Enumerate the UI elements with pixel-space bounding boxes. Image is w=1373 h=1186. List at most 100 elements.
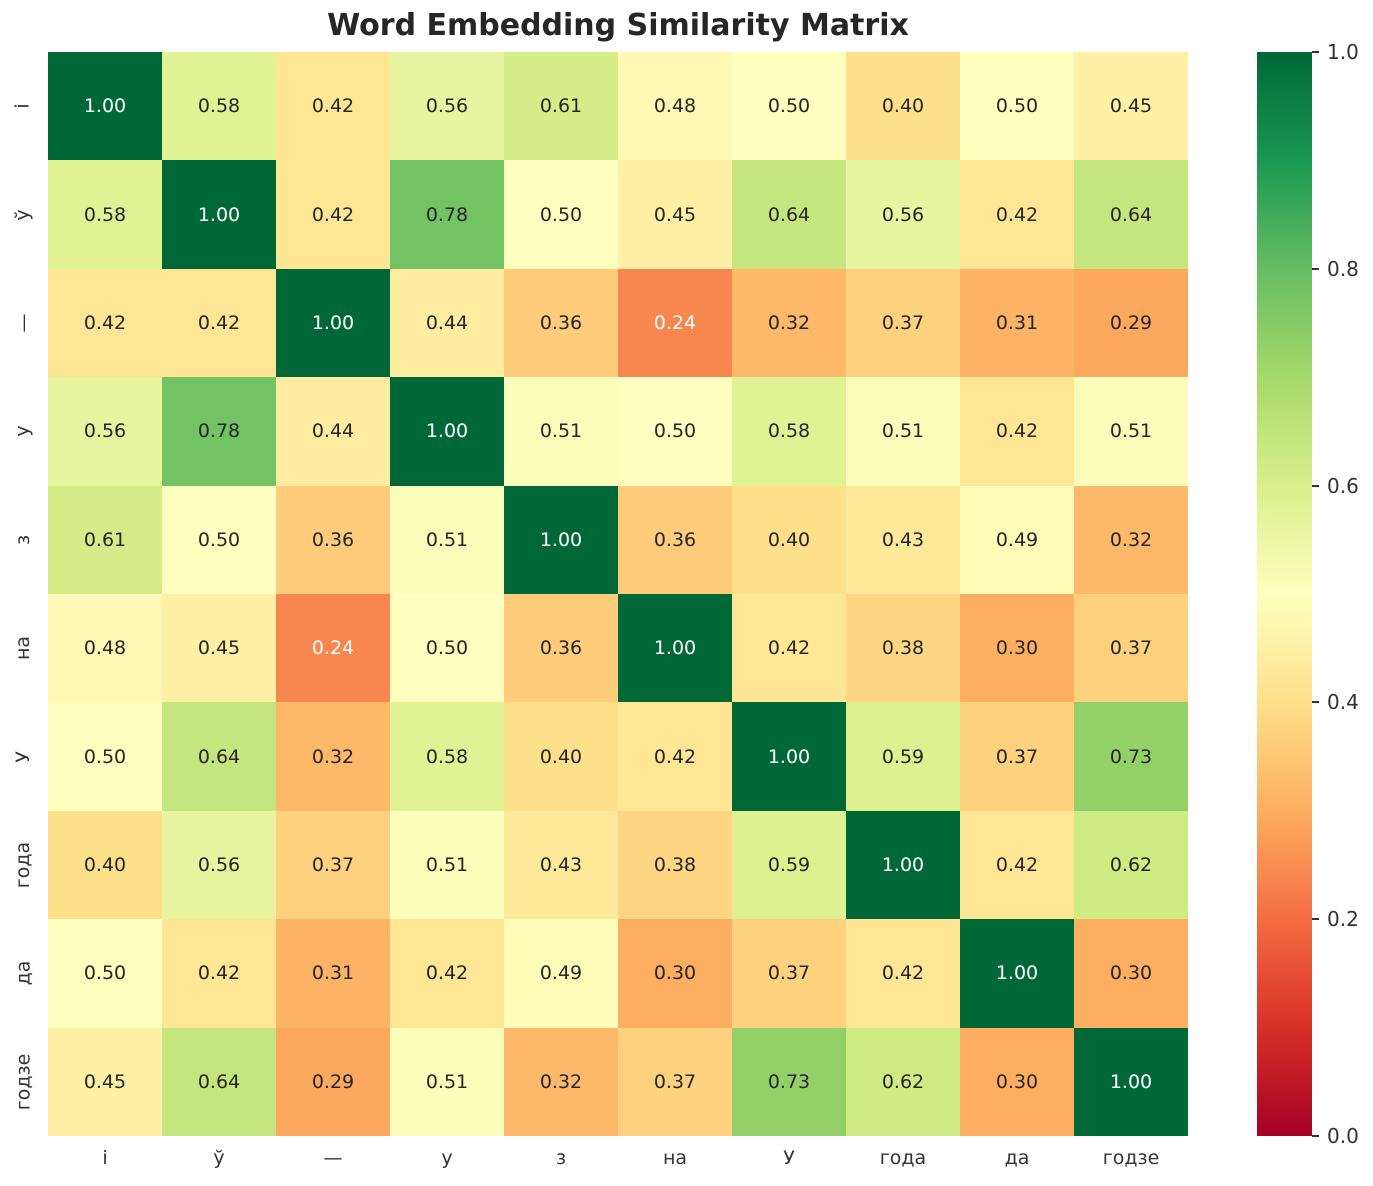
heatmap-cell: 0.50 [618, 377, 732, 486]
heatmap-cell: 0.30 [960, 1027, 1074, 1136]
x-tick-label: з [555, 1147, 567, 1169]
y-tick-label: да [0, 919, 46, 1027]
heatmap-cell: 0.61 [48, 485, 162, 594]
heatmap-cell: 0.42 [960, 160, 1074, 269]
heatmap-cell: 0.48 [618, 52, 732, 161]
colorbar-tick: 0.0 [1312, 1124, 1359, 1148]
heatmap-cell: 0.50 [504, 160, 618, 269]
colorbar-ticks: 1.0 0.8 0.6 0.4 0.2 0.0 [1312, 40, 1372, 1148]
colorbar-tick-mark [1312, 701, 1319, 704]
heatmap-cell: 0.64 [162, 702, 276, 811]
x-tick-label: годзе [1102, 1147, 1160, 1169]
heatmap-cell: 0.56 [48, 377, 162, 486]
heatmap-cell: 0.32 [732, 268, 846, 378]
y-tick-label-text: у [12, 425, 34, 438]
heatmap-cell: 0.30 [618, 919, 732, 1028]
heatmap-cell: 0.37 [732, 919, 846, 1028]
heatmap-cell: 0.44 [276, 377, 390, 486]
heatmap-cell: 0.42 [390, 919, 504, 1028]
heatmap-cell: 0.42 [276, 52, 390, 161]
heatmap-cell: 0.44 [390, 268, 504, 378]
chart-title: Word Embedding Similarity Matrix [327, 8, 909, 43]
heatmap-cell: 0.51 [390, 485, 504, 594]
heatmap-cell: 0.59 [846, 702, 960, 811]
heatmap-cell: 0.40 [48, 810, 162, 920]
heatmap-cell: 0.64 [1074, 160, 1188, 269]
heatmap-cell: 0.42 [162, 919, 276, 1028]
heatmap-cell: 0.29 [276, 1027, 390, 1136]
heatmap-cell: 0.32 [504, 1027, 618, 1136]
heatmap-cell: 0.42 [732, 594, 846, 703]
colorbar-tick-label: 0.4 [1327, 690, 1359, 715]
heatmap-cell: 0.49 [504, 919, 618, 1028]
y-tick-label-text: на [11, 636, 34, 661]
colorbar-tick: 0.8 [1312, 257, 1359, 281]
colorbar-tick-mark [1312, 1135, 1319, 1137]
y-tick-label: ў [0, 160, 46, 268]
colorbar-tick-label: 1.0 [1327, 40, 1359, 64]
heatmap-cell: 0.62 [846, 1027, 960, 1136]
heatmap-cell: 0.45 [618, 160, 732, 269]
y-tick-label: года [0, 811, 46, 919]
heatmap-cell: 0.37 [276, 810, 390, 920]
heatmap-cell: 1.00 [162, 160, 276, 269]
heatmap-cell: 0.29 [1074, 268, 1188, 378]
heatmap-cell: 1.00 [1074, 1027, 1188, 1136]
colorbar-tick-label: 0.8 [1327, 256, 1359, 281]
heatmap-cell: 0.59 [732, 810, 846, 920]
colorbar-tick-label: 0.2 [1327, 907, 1359, 932]
heatmap-cell: 0.42 [618, 702, 732, 811]
colorbar-tick: 0.6 [1312, 474, 1359, 498]
colorbar-gradient [1257, 52, 1312, 1136]
heatmap-cell: 0.50 [960, 52, 1074, 161]
heatmap-cell: 0.40 [846, 52, 960, 161]
heatmap-cell: 0.38 [618, 810, 732, 920]
x-tick-label: ў [213, 1147, 225, 1169]
y-tick-label-text: да [12, 961, 34, 986]
heatmap-cell: 0.37 [618, 1027, 732, 1136]
heatmap-cell: 0.38 [846, 594, 960, 703]
y-tick-label: і [0, 52, 46, 160]
heatmap-cell: 0.42 [846, 919, 960, 1028]
y-tick-label-text: года [12, 841, 35, 889]
colorbar-tick-mark [1312, 918, 1319, 921]
heatmap-cell: 0.56 [846, 160, 960, 269]
heatmap-cell: 1.00 [504, 485, 618, 594]
heatmap-cell: 0.58 [48, 160, 162, 269]
heatmap-cell: 0.36 [504, 594, 618, 703]
heatmap-cell: 0.30 [1074, 919, 1188, 1028]
heatmap-cell: 0.58 [390, 702, 504, 811]
heatmap-cell: 0.51 [504, 377, 618, 486]
x-tick-label: у [441, 1147, 453, 1169]
heatmap-cell: 0.48 [48, 594, 162, 703]
y-tick-label-text: годзе [12, 1053, 35, 1111]
heatmap-cell: 0.73 [732, 1027, 846, 1136]
heatmap-cell: 0.43 [504, 810, 618, 920]
colorbar-tick-label: 0.0 [1327, 1124, 1359, 1148]
heatmap-cell: 0.61 [504, 52, 618, 161]
heatmap-cell: 0.32 [1074, 485, 1188, 594]
x-tick-label: У [783, 1147, 795, 1169]
heatmap-cell: 0.42 [162, 268, 276, 378]
heatmap-cell: 1.00 [390, 377, 504, 486]
heatmap-cell: 0.37 [1074, 594, 1188, 703]
y-tick-label-text: ў [12, 208, 34, 221]
y-tick-label-text: і [12, 103, 34, 109]
colorbar-tick-mark [1312, 484, 1319, 487]
heatmap-cell: 1.00 [846, 810, 960, 920]
heatmap-cell: 0.49 [960, 485, 1074, 594]
heatmap-cell: 0.64 [732, 160, 846, 269]
heatmap-cell: 0.45 [162, 594, 276, 703]
heatmap-cell: 0.50 [48, 919, 162, 1028]
heatmap-cell: 0.58 [162, 52, 276, 161]
heatmap-cell: 0.64 [162, 1027, 276, 1136]
heatmap-cell: 0.37 [960, 702, 1074, 811]
heatmap-cell: 0.73 [1074, 702, 1188, 811]
y-tick-label-text: У [11, 750, 34, 763]
x-tick-label: да [1004, 1147, 1030, 1169]
heatmap-cell: 1.00 [732, 702, 846, 811]
x-tick-label: — [323, 1147, 343, 1169]
heatmap-cell: 0.36 [276, 485, 390, 594]
y-tick-label: годзе [0, 1028, 46, 1136]
x-tick-label: на [662, 1147, 688, 1169]
